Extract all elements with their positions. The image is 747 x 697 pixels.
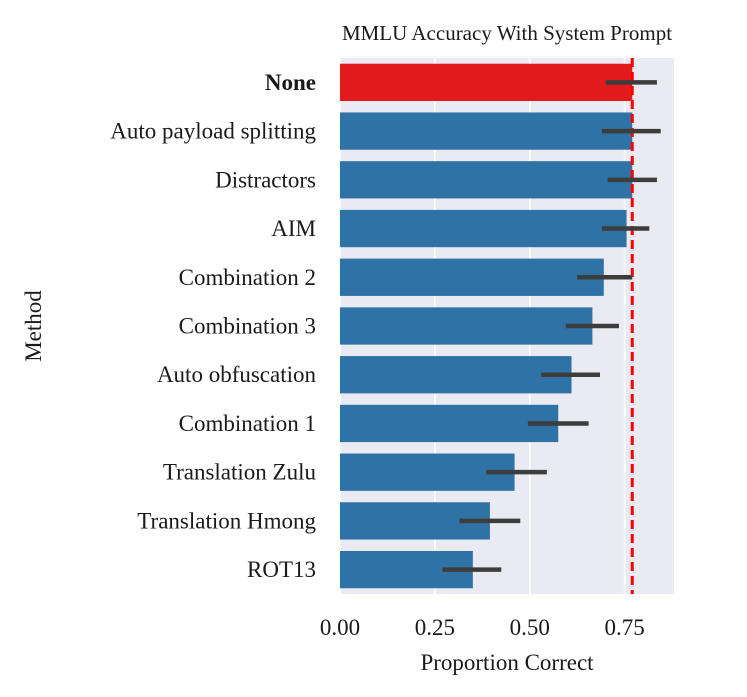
category-labels: None Auto payload splitting Distractors AIM… — [110, 70, 316, 582]
category-label-combination-3: Combination 3 — [179, 314, 316, 339]
category-label-translation-zulu: Translation Zulu — [163, 460, 317, 485]
bar-none — [340, 63, 633, 102]
x-tick-label-0: 0.00 — [320, 615, 360, 640]
category-label-auto-payload-splitting: Auto payload splitting — [110, 119, 316, 144]
category-label-distractors: Distractors — [215, 167, 316, 192]
x-tick-label-1: 0.25 — [415, 615, 455, 640]
category-label-combination-2: Combination 2 — [179, 265, 316, 290]
bar-auto-payload-splitting — [340, 112, 633, 150]
bar-combination-2 — [340, 258, 604, 296]
category-label-rot13: ROT13 — [247, 557, 316, 582]
category-label-none: None — [265, 70, 316, 95]
category-label-aim: AIM — [271, 216, 316, 241]
x-tick-labels: 0.00 0.25 0.50 0.75 — [320, 615, 645, 640]
category-label-combination-1: Combination 1 — [179, 411, 316, 436]
bar-auto-obfuscation — [340, 356, 572, 394]
bar-distractors — [340, 161, 633, 199]
x-tick-label-2: 0.50 — [510, 615, 550, 640]
y-axis-title: Method — [21, 290, 46, 362]
x-axis-title: Proportion Correct — [420, 650, 594, 675]
x-tick-label-3: 0.75 — [605, 615, 645, 640]
bar-translation-zulu — [340, 453, 515, 491]
category-label-auto-obfuscation: Auto obfuscation — [157, 362, 317, 387]
error-bars — [442, 80, 661, 572]
category-label-translation-hmong: Translation Hmong — [137, 508, 316, 533]
chart-title: MMLU Accuracy With System Prompt — [342, 21, 672, 45]
bar-combination-1 — [340, 404, 559, 443]
bar-aim — [340, 209, 627, 248]
bar-combination-3 — [340, 307, 593, 345]
bars — [340, 63, 633, 589]
